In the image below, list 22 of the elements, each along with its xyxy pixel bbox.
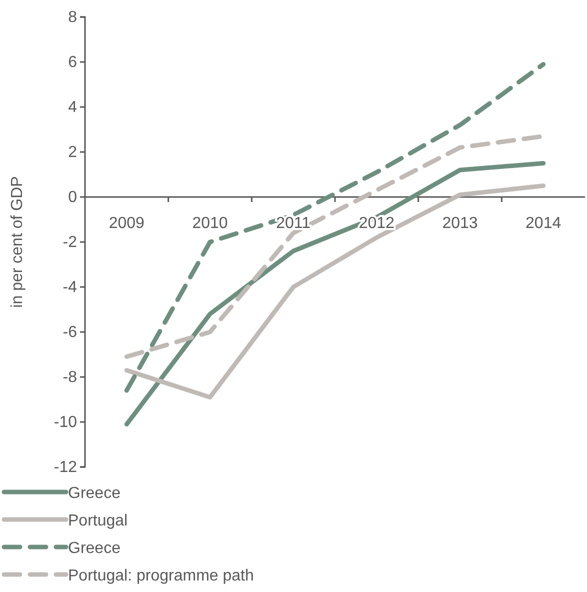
- x-tick-label: 2011: [276, 215, 311, 232]
- y-tick-label: -10: [54, 414, 78, 432]
- legend-label: Greece: [68, 485, 121, 502]
- x-tick-label: 2013: [442, 215, 478, 232]
- y-tick-label: 4: [68, 99, 78, 116]
- legend-label: Portugal: programme path: [68, 568, 254, 584]
- x-tick-label: 2012: [358, 215, 395, 232]
- x-tick-label: 2009: [108, 215, 145, 232]
- y-tick-label: -12: [54, 459, 78, 476]
- y-tick-label: -4: [62, 279, 78, 296]
- x-tick-label: 2014: [526, 215, 562, 232]
- y-axis-title: in per cent of GDP: [9, 176, 26, 308]
- y-tick-label: 2: [68, 144, 78, 162]
- y-tick-label: -8: [62, 369, 78, 386]
- y-tick-label: -2: [62, 234, 78, 252]
- y-tick-label: 6: [68, 54, 78, 72]
- y-tick-label: 0: [68, 189, 78, 206]
- y-tick-label: 8: [68, 9, 78, 26]
- legend-label: Portugal: [68, 512, 128, 530]
- x-tick-label: 2010: [192, 215, 228, 232]
- y-tick-label: -6: [62, 324, 78, 342]
- legend-label: Greece: [68, 540, 121, 557]
